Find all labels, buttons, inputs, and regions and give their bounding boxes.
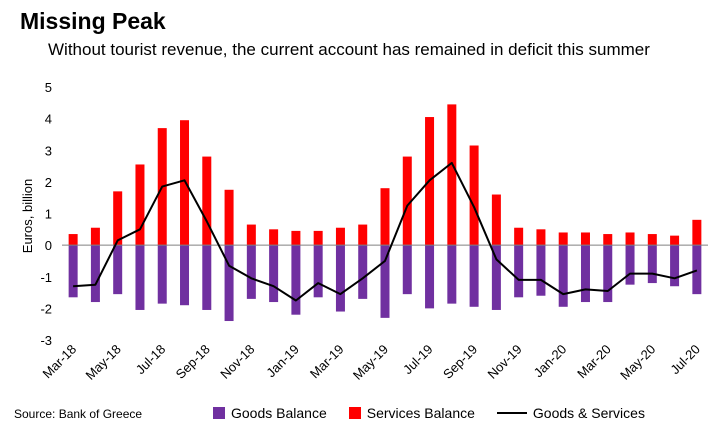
y-tick-label: -3 xyxy=(40,333,52,348)
services-bar xyxy=(402,156,412,246)
goods-bar xyxy=(335,245,345,312)
legend-label-total: Goods & Services xyxy=(532,405,645,421)
services-bar xyxy=(491,194,501,246)
y-tick-label: 3 xyxy=(45,143,52,158)
services-bar xyxy=(180,120,190,246)
legend-label-goods: Goods Balance xyxy=(231,405,327,421)
y-tick-label: 0 xyxy=(45,238,52,253)
legend-swatch-total xyxy=(496,412,527,414)
y-tick-label: 1 xyxy=(45,207,52,222)
x-tick-label: May-18 xyxy=(83,342,124,383)
line-layer xyxy=(73,161,698,302)
goods-bar xyxy=(536,245,546,296)
goods-bar xyxy=(90,245,100,303)
services-bar xyxy=(514,227,524,246)
y-tick-label: -2 xyxy=(40,301,52,316)
goods-bar xyxy=(625,245,635,285)
services-bar xyxy=(90,227,100,246)
services-bar xyxy=(447,104,457,246)
x-tick-label: Mar-20 xyxy=(574,342,614,382)
goods-bar xyxy=(580,245,590,303)
x-tick-label: Jan-19 xyxy=(263,342,302,381)
y-tick-label: 2 xyxy=(45,175,52,190)
services-bar xyxy=(246,224,256,246)
legend-item-services: Services Balance xyxy=(348,405,475,421)
x-axis: Mar-18 May-18 Jul-18 Sep-18 Nov-18 Jan-19 Mar-… xyxy=(40,342,703,383)
y-tick-label: 4 xyxy=(45,112,52,127)
services-bar xyxy=(647,234,657,246)
goods-bar xyxy=(558,245,568,307)
legend-swatch-services xyxy=(348,407,361,419)
goods-bar xyxy=(380,245,390,318)
goods-bar xyxy=(692,245,702,295)
goods-bar xyxy=(313,245,323,298)
goods-bar xyxy=(246,245,256,299)
goods-bar xyxy=(469,245,479,307)
services-bar xyxy=(692,219,702,246)
x-tick-label: Jul-20 xyxy=(667,342,703,378)
x-tick-label: Jan-20 xyxy=(531,342,570,381)
goods-bar xyxy=(514,245,524,298)
services-bar xyxy=(135,164,145,246)
services-bar xyxy=(670,235,680,246)
goods-bar xyxy=(135,245,145,310)
legend-item-goods: Goods Balance xyxy=(213,405,327,421)
x-tick-label: Sep-18 xyxy=(173,342,213,382)
legend-item-total: Goods & Services xyxy=(496,405,645,421)
goods-bar xyxy=(447,245,457,304)
goods-bar xyxy=(603,245,613,303)
goods-bar xyxy=(291,245,301,315)
services-bar xyxy=(269,229,279,246)
x-tick-label: Mar-19 xyxy=(307,342,347,382)
services-bar xyxy=(335,227,345,246)
y-axis-label: Euros, billion xyxy=(20,179,35,253)
goods-bar xyxy=(491,245,501,310)
services-bar xyxy=(603,234,613,246)
services-bar xyxy=(358,224,368,246)
x-tick-label: Nov-19 xyxy=(485,342,525,382)
x-tick-label: Jul-18 xyxy=(133,342,169,378)
y-axis: -3 -2 -1 0 1 2 3 4 5 xyxy=(40,80,52,348)
services-bar xyxy=(291,230,301,246)
services-bar xyxy=(625,232,635,246)
y-tick-label: -1 xyxy=(40,270,52,285)
chart-subtitle: Without tourist revenue, the current acc… xyxy=(48,40,650,59)
services-bar xyxy=(68,234,78,246)
x-tick-label: Sep-19 xyxy=(440,342,480,382)
x-tick-label: Nov-18 xyxy=(217,342,257,382)
goods-services-line xyxy=(73,161,698,302)
x-tick-label: May-20 xyxy=(617,342,658,383)
goods-bar xyxy=(269,245,279,303)
x-tick-label: Jul-19 xyxy=(400,342,436,378)
goods-bar xyxy=(358,245,368,299)
goods-bar xyxy=(224,245,234,322)
goods-bar xyxy=(113,245,123,295)
goods-bar xyxy=(647,245,657,284)
legend-label-services: Services Balance xyxy=(366,405,475,421)
services-bar xyxy=(224,189,234,246)
legend: Goods Balance Services Balance Goods & S… xyxy=(213,405,667,421)
goods-bar xyxy=(180,245,190,306)
legend-swatch-goods xyxy=(213,407,225,419)
bar-layer xyxy=(62,104,708,322)
services-bar xyxy=(313,230,323,246)
services-bar xyxy=(558,232,568,246)
services-bar xyxy=(202,156,212,246)
source-note: Source: Bank of Greece xyxy=(14,407,143,421)
chart-title: Missing Peak xyxy=(20,8,166,34)
services-bar xyxy=(380,188,390,246)
goods-bar xyxy=(68,245,78,298)
services-bar xyxy=(113,191,123,246)
goods-bar xyxy=(425,245,435,309)
x-tick-label: May-19 xyxy=(350,342,391,383)
goods-bar xyxy=(402,245,412,295)
goods-bar xyxy=(157,245,167,304)
services-bar xyxy=(580,232,590,246)
goods-bar xyxy=(670,245,680,287)
services-bar xyxy=(536,229,546,246)
services-bar xyxy=(469,145,479,246)
y-tick-label: 5 xyxy=(45,80,52,95)
goods-bar xyxy=(202,245,212,310)
